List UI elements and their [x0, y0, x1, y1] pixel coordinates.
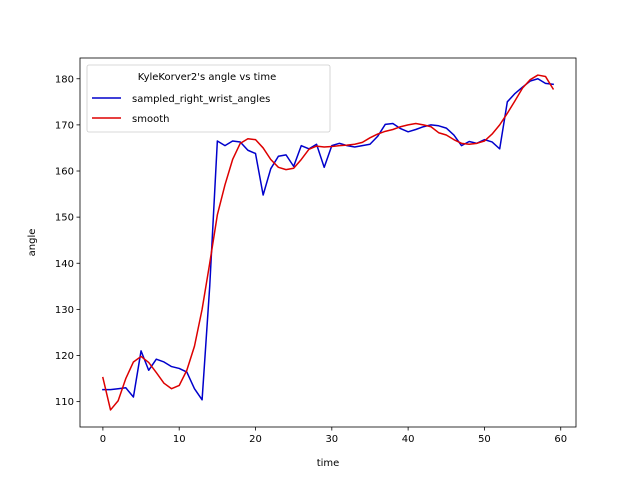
y-tick-label: 180 [55, 74, 74, 85]
axes-frame [79, 57, 577, 428]
y-tick-label: 150 [55, 213, 74, 224]
y-tick-label: 110 [55, 397, 74, 408]
series-layer [101, 74, 555, 411]
legend-title: KyleKorver2's angle vs time [138, 72, 276, 83]
y-tick-label: 120 [55, 351, 74, 362]
y-tick-label: 160 [55, 167, 74, 178]
y-tick-label: 130 [55, 305, 74, 316]
y-axis-label: angle [27, 229, 38, 257]
x-axis: 0 10 20 30 40 50 60 [100, 427, 567, 445]
legend-entry-label: sampled_right_wrist_angles [132, 94, 270, 105]
x-tick-label: 10 [173, 434, 186, 445]
x-tick-label: 20 [249, 434, 262, 445]
series-line-smooth [101, 74, 555, 411]
x-tick-label: 40 [402, 434, 415, 445]
plot-area [79, 57, 577, 428]
x-axis-label: time [317, 458, 340, 469]
legend-entry-label: smooth [132, 114, 169, 125]
x-tick-label: 0 [100, 434, 106, 445]
y-axis: 110 120 130 140 150 160 170 180 [55, 74, 80, 408]
y-tick-label: 170 [55, 120, 74, 131]
x-tick-label: 50 [478, 434, 491, 445]
x-tick-label: 30 [325, 434, 338, 445]
x-tick-label: 60 [554, 434, 567, 445]
legend: KyleKorver2's angle vs time sampled_righ… [86, 64, 331, 133]
y-tick-label: 140 [55, 259, 74, 270]
legend-box [86, 64, 331, 133]
